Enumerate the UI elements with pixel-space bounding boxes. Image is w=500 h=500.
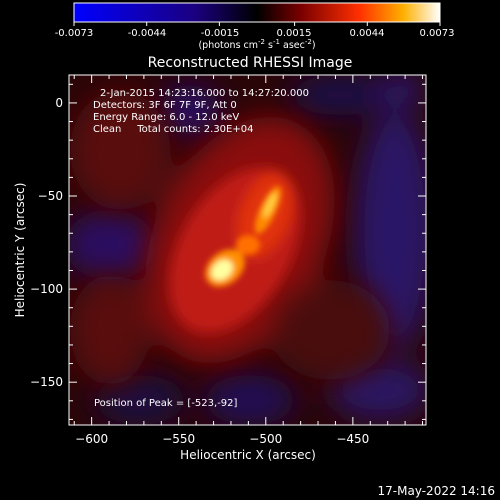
y-tick-label: 0 (55, 96, 63, 110)
timestamp: 17-May-2022 14:16 (378, 484, 495, 498)
colorbar-tick-labels: -0.0073 -0.0044 -0.0015 0.0015 0.0044 0.… (55, 28, 455, 39)
clean-total-counts: Clean Total counts: 2.30E+04 (93, 124, 253, 135)
colorbar-tick-label: -0.0073 (55, 28, 94, 39)
plot-frame (68, 74, 427, 426)
detectors: Detectors: 3F 6F 7F 9F, Att 0 (93, 100, 237, 111)
rhessi-image (69, 75, 426, 425)
plot-title: Reconstructed RHESSI Image (148, 55, 353, 71)
colorbar-ticks (73, 22, 441, 26)
peak-position: Position of Peak = [-523,-92] (94, 398, 238, 409)
y-tick-label: −150 (30, 375, 63, 389)
minor-ticks (69, 75, 426, 425)
x-tick-label: −550 (162, 432, 195, 446)
colorbar-tick-label: -0.0015 (201, 28, 240, 39)
energy-range: Energy Range: 6.0 - 12.0 keV (93, 112, 239, 123)
x-axis-label: Heliocentric X (arcsec) (180, 448, 316, 462)
colorbar (73, 2, 441, 23)
x-tick-labels: −600 −550 −500 −450 (75, 432, 369, 446)
y-tick-labels: 0 −50 −100 −150 (30, 96, 63, 389)
x-tick-label: −600 (75, 432, 108, 446)
colorbar-tick-label: 0.0015 (277, 28, 312, 39)
time-range: 2-Jan-2015 14:23:16.000 to 14:27:20.000 (100, 88, 309, 99)
colorbar-tick-label: -0.0044 (128, 28, 167, 39)
y-tick-label: −100 (30, 282, 63, 296)
colorbar-units: (photons cm-2 s-1 asec-2) (198, 38, 315, 51)
info-annotations: 2-Jan-2015 14:23:16.000 to 14:27:20.000 … (93, 88, 309, 409)
x-tick-label: −500 (249, 432, 282, 446)
y-axis-label: Heliocentric Y (arcsec) (13, 183, 27, 318)
x-tick-label: −450 (336, 432, 369, 446)
axis-ticks (69, 75, 426, 425)
y-tick-label: −50 (38, 189, 63, 203)
colorbar-tick-label: 0.0073 (420, 28, 455, 39)
colorbar-tick-label: 0.0044 (350, 28, 385, 39)
